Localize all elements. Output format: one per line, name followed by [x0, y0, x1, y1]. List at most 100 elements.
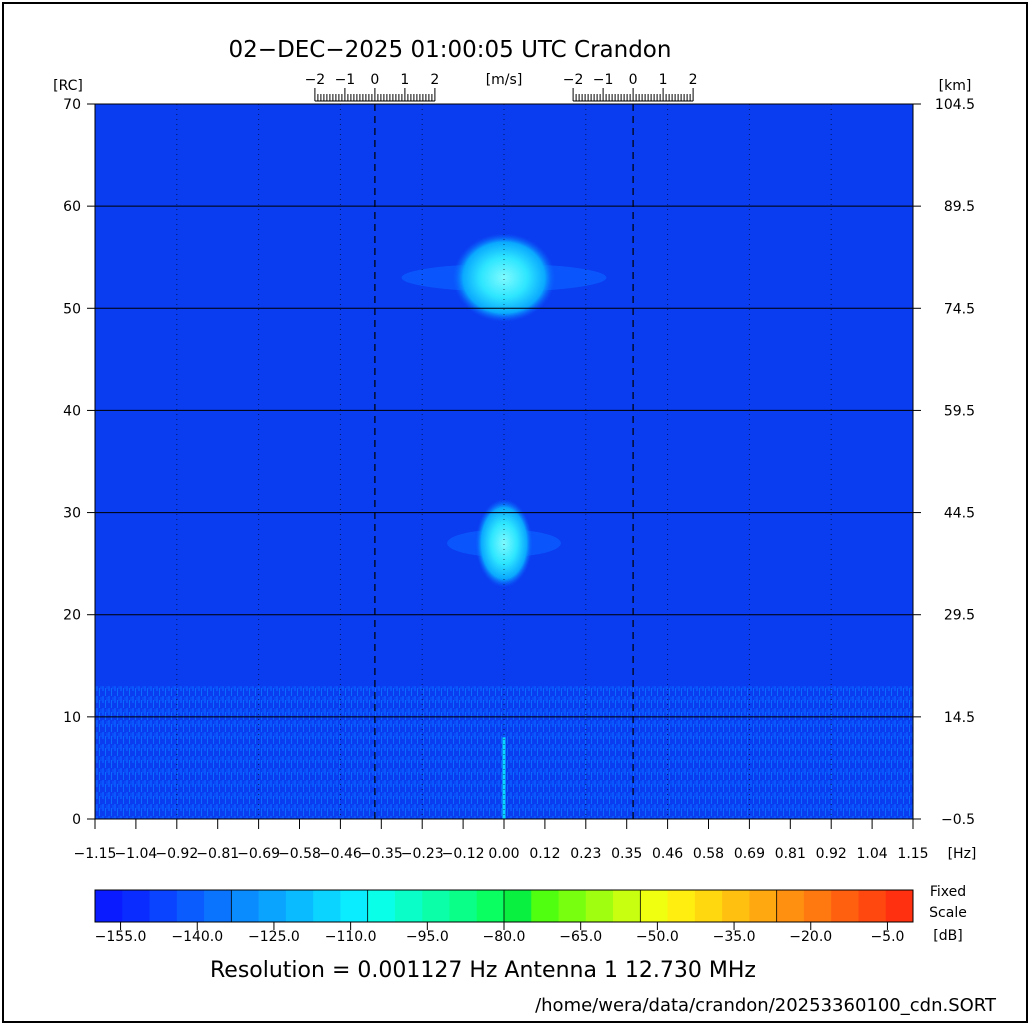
colorbar-cell — [531, 890, 560, 922]
colorbar-label: −50.0 — [636, 929, 679, 945]
y-right-tick-label: 89.5 — [944, 199, 975, 215]
x-tick-label: 0.46 — [652, 846, 683, 862]
colorbar-cell — [858, 890, 887, 922]
colorbar-cell — [640, 890, 669, 922]
velocity-scale-label: 2 — [430, 72, 439, 88]
y-left-tick-label: 40 — [63, 403, 81, 419]
y-right-tick-label: 59.5 — [944, 403, 975, 419]
colorbar: −155.0 −140.0 −125.0 −110.0 −95.0 −80.0 −65.0 −… — [94, 889, 914, 945]
colorbar-cell — [122, 890, 151, 922]
y-left-tick-label: 60 — [63, 199, 81, 215]
velocity-scale: −2 −1 0 1 2 — [305, 72, 439, 102]
colorbar-cell — [504, 890, 532, 922]
x-tick-label: −0.46 — [319, 846, 362, 862]
x-tick-label: 1.15 — [897, 846, 928, 862]
y-right-tick-label: 104.5 — [935, 97, 975, 113]
velocity-scale-label: −2 — [305, 72, 326, 88]
velocity-scale-label: 1 — [400, 72, 409, 88]
colorbar-cell — [613, 890, 641, 922]
x-tick-label: 0.12 — [529, 846, 560, 862]
colorbar-cell — [285, 890, 314, 922]
y-left-tick-label: 30 — [63, 506, 81, 522]
colorbar-cell — [422, 890, 450, 922]
colorbar-side-label-db: [dB] — [933, 928, 962, 944]
colorbar-cell — [585, 890, 614, 922]
velocity-scale-label: 0 — [629, 72, 638, 88]
colorbar-cell — [558, 890, 587, 922]
colorbar-cell — [258, 890, 287, 922]
x-tick-label: 0.58 — [693, 846, 724, 862]
colorbar-cell — [340, 890, 369, 922]
x-tick-label: −0.69 — [237, 846, 280, 862]
colorbar-cell — [722, 890, 750, 922]
y-left-tick-label: 10 — [63, 710, 81, 726]
x-tick-label: −0.12 — [442, 846, 485, 862]
colorbar-label: −110.0 — [325, 929, 377, 945]
velocity-scale: −2 −1 0 1 2 — [563, 72, 698, 102]
y-right-unit: [km] — [939, 78, 972, 94]
y-left-unit: [RC] — [53, 78, 83, 94]
colorbar-cell — [803, 890, 832, 922]
colorbar-cell — [367, 890, 396, 922]
colorbar-label: −5.0 — [870, 929, 904, 945]
x-tick-label: −0.35 — [360, 846, 403, 862]
y-right-tick-label: 74.5 — [944, 301, 975, 317]
file-path: /home/wera/data/crandon/20253360100_cdn.… — [535, 995, 997, 1016]
colorbar-cell — [149, 890, 178, 922]
colorbar-label: −140.0 — [171, 929, 223, 945]
chart-title: 02−DEC−2025 01:00:05 UTC Crandon — [229, 37, 672, 63]
colorbar-label: −65.0 — [559, 929, 602, 945]
x-tick-label: 0.69 — [734, 846, 765, 862]
velocity-scale-label: 0 — [370, 72, 379, 88]
y-right-tick-label: 44.5 — [944, 506, 975, 522]
resolution-text: Resolution = 0.001127 Hz Antenna 1 12.73… — [210, 958, 756, 983]
velocity-scale-label: 1 — [659, 72, 668, 88]
velocity-scale-label: −1 — [335, 72, 356, 88]
colorbar-cell — [204, 890, 232, 922]
velocity-scale-label: −2 — [563, 72, 584, 88]
y-right-tick-label: 14.5 — [944, 710, 975, 726]
x-tick-label: −0.92 — [155, 846, 198, 862]
x-tick-label: −0.81 — [196, 846, 239, 862]
x-tick-label: 1.04 — [857, 846, 888, 862]
colorbar-cell — [749, 890, 778, 922]
y-right-tick-label: −0.5 — [941, 812, 975, 828]
colorbar-cell — [885, 890, 914, 922]
axes: 010203040506070−0.514.529.544.559.574.58… — [63, 72, 975, 862]
x-tick-label: −1.15 — [74, 846, 117, 862]
echo-lower — [475, 498, 533, 588]
x-tick-label: −0.58 — [278, 846, 321, 862]
colorbar-cell — [694, 890, 723, 922]
x-tick-label: 0.35 — [611, 846, 642, 862]
x-tick-label: 0.92 — [816, 846, 847, 862]
x-tick-label: 0.23 — [570, 846, 601, 862]
colorbar-side-label-fixed: Fixed — [930, 884, 966, 900]
x-tick-label: −1.04 — [114, 846, 157, 862]
y-right-tick-label: 29.5 — [944, 608, 975, 624]
colorbar-cell — [313, 890, 341, 922]
x-tick-label: −0.23 — [401, 846, 444, 862]
x-tick-label: 0.00 — [488, 846, 519, 862]
colorbar-cell — [776, 890, 805, 922]
colorbar-label: −95.0 — [406, 929, 449, 945]
y-left-tick-label: 50 — [63, 301, 81, 317]
colorbar-cell — [831, 890, 859, 922]
x-tick-label: 0.81 — [775, 846, 806, 862]
plot-area — [94, 103, 914, 820]
colorbar-cell — [449, 890, 478, 922]
y-left-tick-label: 20 — [63, 608, 81, 624]
colorbar-cell — [231, 890, 260, 922]
colorbar-cell — [176, 890, 205, 922]
colorbar-label: −35.0 — [713, 929, 756, 945]
colorbar-label: −155.0 — [95, 929, 147, 945]
velocity-scale-label: 2 — [689, 72, 698, 88]
x-unit: [Hz] — [948, 846, 977, 862]
colorbar-cell — [667, 890, 696, 922]
top-unit: [m/s] — [486, 72, 523, 88]
colorbar-cell — [476, 890, 505, 922]
colorbar-cell — [95, 890, 123, 922]
colorbar-label: −125.0 — [248, 929, 300, 945]
colorbar-side-label-scale: Scale — [929, 905, 967, 921]
